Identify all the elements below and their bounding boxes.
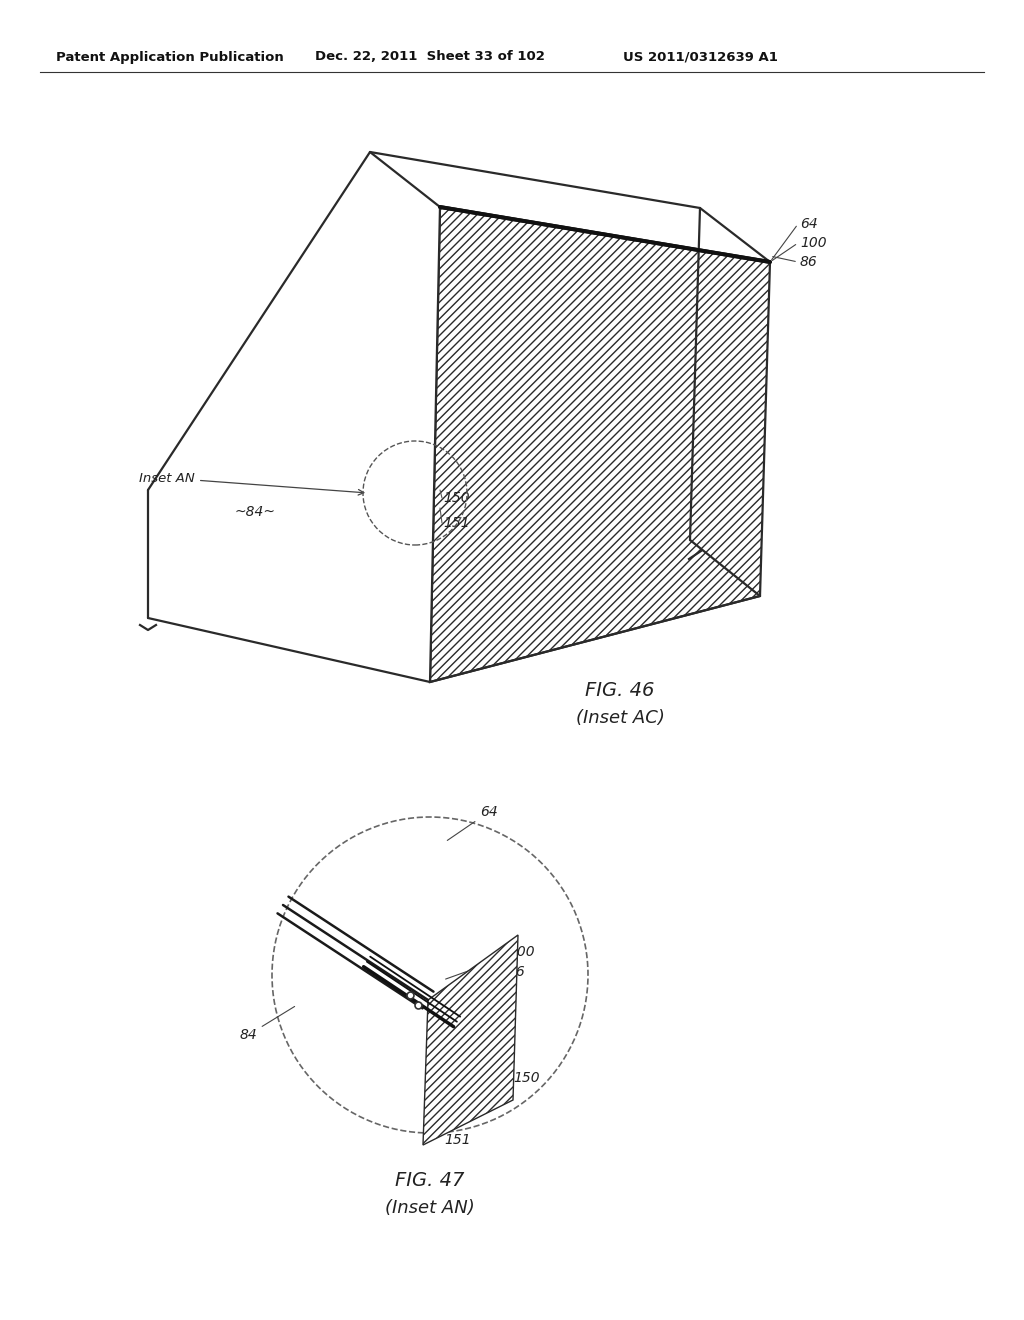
Text: 64: 64 xyxy=(800,216,818,231)
Text: 100: 100 xyxy=(445,945,535,979)
Text: 151: 151 xyxy=(444,1133,471,1147)
Text: FIG. 47: FIG. 47 xyxy=(395,1171,465,1189)
Text: ~84~: ~84~ xyxy=(234,506,275,519)
Text: (Inset AC): (Inset AC) xyxy=(575,709,665,727)
Circle shape xyxy=(272,817,588,1133)
Text: 86: 86 xyxy=(800,255,818,269)
Text: US 2011/0312639 A1: US 2011/0312639 A1 xyxy=(623,50,777,63)
Text: 150: 150 xyxy=(443,491,470,506)
Text: 150: 150 xyxy=(485,1061,540,1085)
Polygon shape xyxy=(430,207,770,682)
Text: Patent Application Publication: Patent Application Publication xyxy=(56,50,284,63)
Text: 86: 86 xyxy=(445,965,525,991)
Text: Inset AN: Inset AN xyxy=(139,471,364,495)
Text: 151: 151 xyxy=(443,516,470,531)
Polygon shape xyxy=(148,152,440,682)
Polygon shape xyxy=(423,935,518,1144)
Polygon shape xyxy=(370,152,770,261)
Text: 64: 64 xyxy=(447,805,498,841)
Text: 84: 84 xyxy=(240,1006,295,1041)
Text: (Inset AN): (Inset AN) xyxy=(385,1199,475,1217)
Text: 100: 100 xyxy=(800,236,826,249)
Text: Dec. 22, 2011  Sheet 33 of 102: Dec. 22, 2011 Sheet 33 of 102 xyxy=(315,50,545,63)
Text: FIG. 46: FIG. 46 xyxy=(586,681,654,700)
